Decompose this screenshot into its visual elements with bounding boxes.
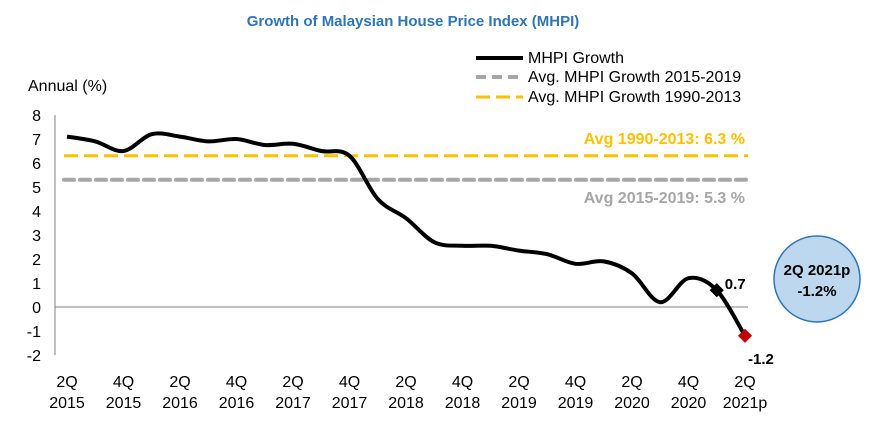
x-tick-label: 2Q [395, 374, 416, 391]
x-tick-label: 2017 [275, 395, 311, 412]
y-tick-label: 1 [32, 276, 41, 293]
callout-line1: 2Q 2021p [784, 262, 851, 279]
x-tick-label: 2Q [169, 374, 190, 391]
x-tick-label: 2019 [501, 395, 537, 412]
y-tick-label: -1 [27, 324, 41, 341]
data-label: -1.2 [748, 351, 774, 368]
y-tick-label: 2 [32, 252, 41, 269]
legend-label-avg-2015-2019: Avg. MHPI Growth 2015-2019 [528, 69, 741, 86]
x-tick-label: 4Q [565, 374, 586, 391]
x-tick-label: 2015 [106, 395, 142, 412]
legend-label-avg-1990-2013: Avg. MHPI Growth 1990-2013 [528, 89, 741, 106]
y-axis-label: Annual (%) [28, 78, 107, 95]
x-tick-label: 2016 [219, 395, 255, 412]
chart-title: Growth of Malaysian House Price Index (M… [247, 13, 580, 30]
data-label: 0.7 [725, 276, 746, 293]
x-tick-label: 2020 [614, 395, 650, 412]
callout: 2Q 2021p -1.2% [773, 235, 861, 323]
x-tick-label: 2020 [671, 395, 707, 412]
y-tick-label: 5 [32, 180, 41, 197]
x-tick-label: 2Q [508, 374, 529, 391]
x-tick-label: 4Q [226, 374, 247, 391]
x-tick-label: 4Q [678, 374, 699, 391]
data-point-marker [737, 328, 753, 343]
x-tick-label: 4Q [113, 374, 134, 391]
callout-circle [773, 235, 861, 323]
x-tick-label: 2018 [388, 395, 424, 412]
x-tick-label: 2019 [558, 395, 594, 412]
y-tick-label: 4 [32, 204, 41, 221]
x-tick-label: 2015 [49, 395, 85, 412]
x-tick-label: 4Q [452, 374, 473, 391]
x-tick-label: 2021p [723, 395, 768, 412]
ref-label-2015-2019: Avg 2015-2019: 5.3 % [584, 190, 745, 207]
y-tick-label: -2 [27, 348, 41, 365]
y-tick-label: 7 [32, 132, 41, 149]
series-line-mhpi [66, 131, 747, 337]
legend-label-mhpi: MHPI Growth [528, 50, 624, 67]
x-tick-label: 2Q [282, 374, 303, 391]
x-tick-label: 2018 [445, 395, 481, 412]
legend: MHPI Growth Avg. MHPI Growth 2015-2019 A… [476, 50, 741, 106]
y-tick-label: 3 [32, 228, 41, 245]
x-tick-label: 2Q [56, 374, 77, 391]
y-tick-label: 6 [32, 156, 41, 173]
y-tick-label: 8 [32, 108, 41, 125]
data-point-marker [709, 283, 724, 298]
callout-line2: -1.2% [797, 283, 836, 300]
ref-label-1990-2013: Avg 1990-2013: 6.3 % [584, 131, 745, 148]
x-tick-label: 2016 [162, 395, 198, 412]
x-tick-label: 2017 [332, 395, 368, 412]
x-tick-label: 2Q [734, 374, 755, 391]
x-tick-label: 4Q [339, 374, 360, 391]
y-tick-label: 0 [32, 300, 41, 317]
x-tick-label: 2Q [621, 374, 642, 391]
